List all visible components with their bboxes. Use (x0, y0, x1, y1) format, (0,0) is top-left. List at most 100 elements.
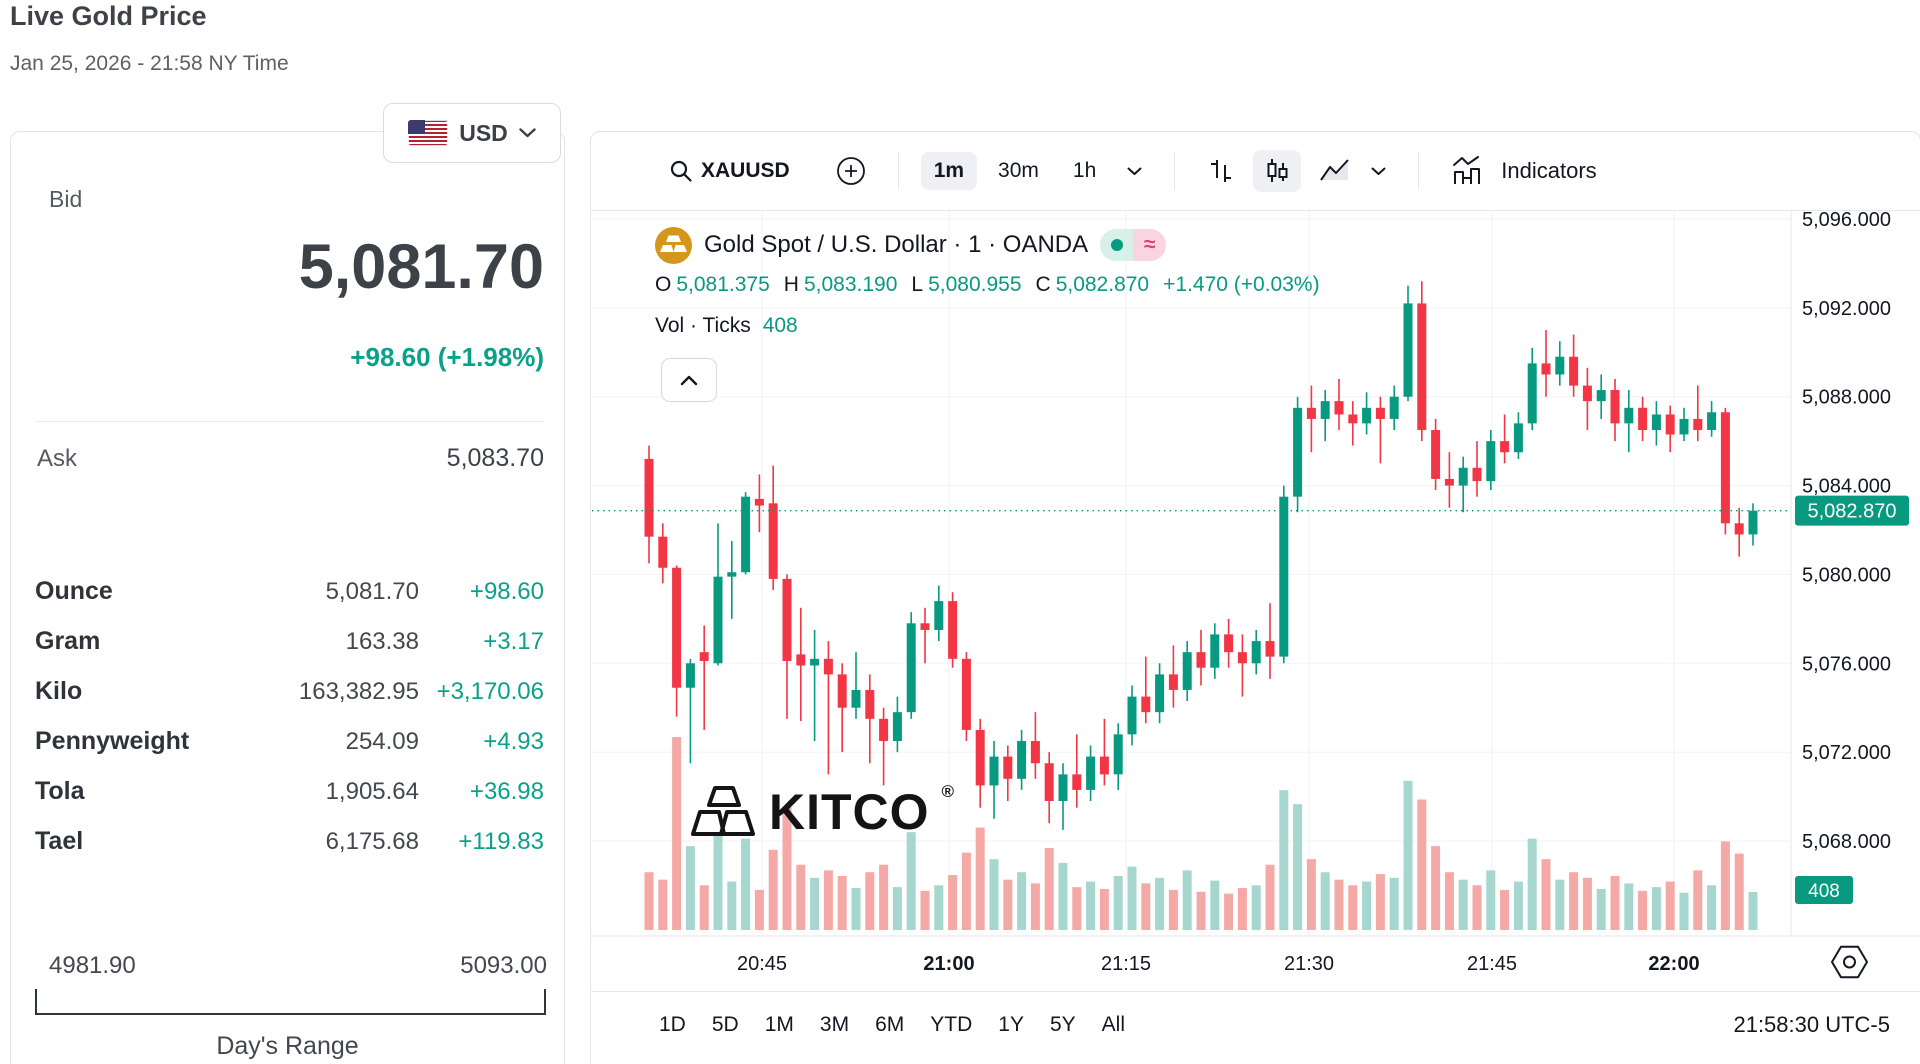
indicators-icon (1453, 156, 1481, 184)
price-chart[interactable]: 5,096.000 5,092.000 5,088.000 5,084.000 5,08… (591, 211, 1920, 991)
currency-dropdown[interactable]: USD (383, 103, 561, 163)
svg-text:5,084.000: 5,084.000 (1802, 476, 1891, 498)
ask-value: 5,083.70 (446, 444, 544, 472)
market-open-indicator (1100, 229, 1134, 261)
bid-value: 5,081.70 (298, 232, 544, 302)
legend-collapse-button[interactable] (661, 358, 717, 402)
svg-text:21:00: 21:00 (923, 953, 974, 975)
unit-value: 1,905.64 (325, 778, 419, 805)
last-price-badge: 5,082.870 (1795, 495, 1909, 526)
unit-change: +4.93 (483, 728, 544, 755)
ohlc-value-l: 5,080.955 (928, 273, 1022, 296)
unit-row-ounce: Ounce 5,081.70 +98.60 (11, 566, 564, 616)
chart-toolbar: XAUUSD 1m 30m 1h (591, 132, 1920, 211)
candles (644, 281, 1758, 830)
unit-label: Kilo (35, 677, 83, 705)
time-axis-settings-icon[interactable] (1831, 945, 1868, 979)
divider (35, 421, 544, 422)
candles-chart-icon (1267, 159, 1288, 182)
ohlc-value-o: 5,081.375 (676, 273, 770, 296)
bars-chart-icon (1211, 160, 1232, 182)
svg-text:22:00: 22:00 (1648, 953, 1699, 975)
compare-add-button[interactable] (826, 149, 876, 193)
svg-text:21:15: 21:15 (1101, 953, 1151, 975)
search-icon (670, 160, 692, 182)
chart-panel: XAUUSD 1m 30m 1h (590, 131, 1920, 1064)
svg-text:20:45: 20:45 (737, 953, 787, 975)
chevron-down-icon (519, 128, 536, 138)
volume-row: Vol · Ticks 408 (655, 310, 1320, 342)
symbol-search-button[interactable]: XAUUSD (659, 152, 800, 190)
range-button-all[interactable]: All (1101, 1012, 1125, 1036)
area-chart-icon (1320, 159, 1350, 181)
range-button-1m[interactable]: 1M (764, 1012, 794, 1036)
unit-value: 254.09 (345, 728, 419, 755)
unit-label: Ounce (35, 577, 113, 605)
page-date: Jan 25, 2026 - 21:58 NY Time (10, 52, 289, 75)
volume-value: 408 (762, 314, 798, 337)
chevron-down-icon (1371, 167, 1386, 175)
unit-row-pennyweight: Pennyweight 254.09 +4.93 (11, 716, 564, 766)
unit-value: 5,081.70 (325, 578, 419, 605)
day-range-low: 4981.90 (49, 952, 136, 979)
unit-row-tola: Tola 1,905.64 +36.98 (11, 766, 564, 816)
unit-change: +3,170.06 (436, 678, 544, 705)
currency-code: USD (459, 119, 508, 146)
unit-label: Pennyweight (35, 727, 190, 755)
time-range-buttons: 1D 5D 1M 3M 6M YTD 1Y 5Y All (646, 1007, 1733, 1043)
ohlc-key: O (655, 273, 672, 296)
approx-price-indicator: ≈ (1133, 229, 1167, 261)
unit-change: +36.98 (469, 778, 544, 805)
indicators-button[interactable]: Indicators (1441, 149, 1606, 193)
market-status-toggle[interactable]: ≈ (1100, 229, 1167, 261)
range-button-3m[interactable]: 3M (819, 1012, 850, 1036)
ohlc-change: +1.470 (+0.03%) (1163, 273, 1320, 296)
chart-style-bars-button[interactable] (1197, 150, 1245, 192)
chart-bottom-bar: 1D 5D 1M 3M 6M YTD 1Y 5Y All 21:58:30 UTC-5 (591, 991, 1920, 1057)
unit-label: Gram (35, 627, 101, 655)
chart-clock[interactable]: 21:58:30 UTC-5 (1733, 1011, 1890, 1037)
chart-style-dropdown[interactable] (1361, 160, 1396, 183)
range-button-6m[interactable]: 6M (875, 1012, 905, 1036)
range-button-ytd[interactable]: YTD (930, 1012, 973, 1036)
interval-button-1h[interactable]: 1h (1072, 159, 1097, 182)
chart-style-area-button[interactable] (1309, 151, 1361, 191)
quote-card: Bid 5,081.70 +98.60 (+1.98%) Ask 5,083.7… (10, 131, 565, 1064)
unit-conversion-table: Ounce 5,081.70 +98.60 Gram 163.38 +3.17 Kilo 16… (11, 566, 564, 866)
ohlc-value-h: 5,083.190 (803, 273, 898, 296)
gridlines (592, 211, 1791, 936)
ohlc-key: L (911, 273, 924, 296)
chevron-up-icon (680, 375, 698, 385)
svg-text:408: 408 (1808, 881, 1840, 902)
svg-text:21:45: 21:45 (1467, 953, 1517, 975)
indicators-label: Indicators (1501, 158, 1597, 183)
interval-dropdown[interactable] (1117, 160, 1152, 183)
legend-title[interactable]: Gold Spot / U.S. Dollar · 1 · OANDA (704, 231, 1089, 258)
svg-text:21:30: 21:30 (1284, 953, 1334, 975)
chart-style-candles-button[interactable] (1253, 150, 1302, 192)
range-button-1d[interactable]: 1D (659, 1012, 686, 1036)
unit-change: +3.17 (483, 628, 544, 655)
unit-label: Tola (35, 777, 85, 805)
range-button-5d[interactable]: 5D (711, 1012, 739, 1036)
range-button-5y[interactable]: 5Y (1049, 1012, 1076, 1036)
interval-button-30m[interactable]: 30m (998, 159, 1039, 182)
svg-text:5,088.000: 5,088.000 (1802, 387, 1891, 409)
page-title: Live Gold Price (10, 1, 207, 31)
day-range-bar (35, 989, 546, 1015)
plus-circle-icon (836, 157, 865, 185)
unit-value: 6,175.68 (325, 828, 419, 855)
time-axis-labels: 20:45 21:00 21:15 21:30 21:45 22:00 (737, 953, 1700, 975)
range-button-1y[interactable]: 1Y (998, 1012, 1024, 1036)
svg-text:5,076.000: 5,076.000 (1802, 653, 1891, 675)
chevron-down-icon (1127, 167, 1142, 175)
interval-group: 1m 30m 1h (920, 152, 1118, 190)
interval-button-1m[interactable]: 1m (920, 152, 978, 190)
toolbar-divider (897, 152, 899, 190)
day-range-label: Day's Range (216, 1032, 359, 1060)
ask-label: Ask (37, 445, 78, 472)
unit-row-tael: Tael 6,175.68 +119.83 (11, 816, 564, 866)
svg-text:5,080.000: 5,080.000 (1802, 564, 1891, 586)
